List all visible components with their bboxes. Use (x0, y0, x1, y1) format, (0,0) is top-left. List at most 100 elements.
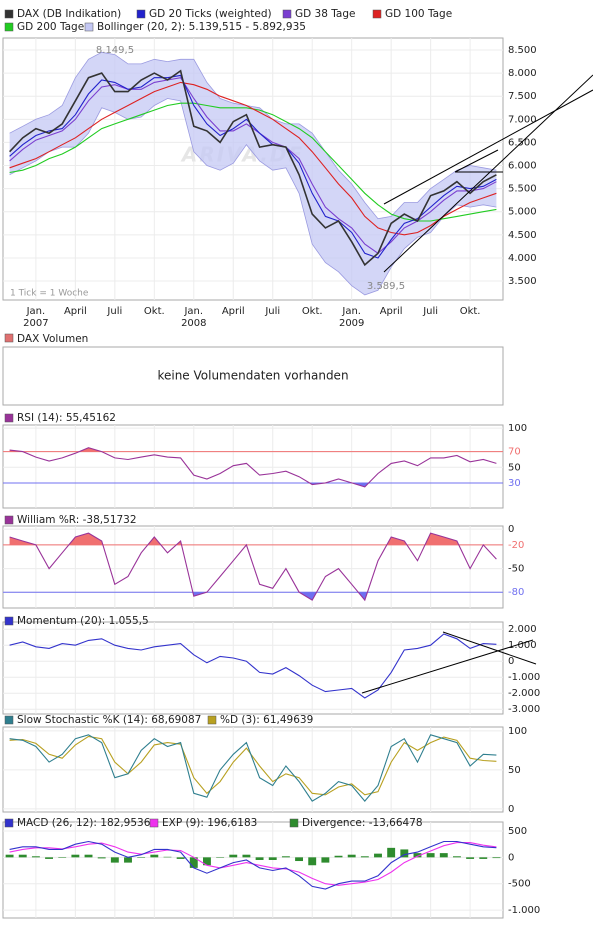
panel: 30 50 70 100 RSI (14): 55,45162 (2, 412, 527, 509)
legend-label: Bollinger (20, 2): 5.139,515 - 5.892,935 (97, 21, 306, 33)
legend-label: GD 38 Tage (295, 8, 356, 20)
x-tick-label: Okt. (302, 306, 323, 317)
x-tick-label: Jan. (183, 306, 203, 317)
bar (45, 857, 53, 859)
trend-line (383, 89, 593, 205)
panel: -80 -50 -20 0 William %R: -38,51732 (2, 514, 524, 609)
bar (176, 857, 185, 859)
series-line (9, 840, 497, 890)
trend-line (454, 149, 499, 173)
bar (163, 856, 172, 858)
legend-label: DAX (DB Indikation) (17, 8, 121, 20)
bar (387, 847, 396, 858)
bar (347, 854, 356, 858)
x-tick-label: April (380, 306, 403, 317)
bar (268, 857, 277, 860)
legend-swatch (207, 715, 217, 725)
bar (110, 857, 119, 863)
note: 1 Tick = 1 Woche (10, 289, 89, 299)
legend-swatch (372, 9, 382, 19)
bollinger-upper (9, 51, 497, 220)
series-line (9, 633, 497, 699)
volume-message: keine Volumendaten vorhanden (157, 369, 348, 383)
y-tick-label: 3.500 (508, 276, 537, 287)
legend-label: GD 20 Ticks (weighted) (149, 8, 272, 20)
y-tick-label: 7.000 (508, 114, 537, 125)
bar (71, 854, 80, 858)
bar (137, 857, 146, 858)
x-tick-label: April (222, 306, 245, 317)
series-line (9, 735, 497, 796)
bar (295, 857, 303, 862)
legend-label: RSI (14): 55,45162 (17, 412, 116, 424)
panel: 0 50 100 Slow Stochastic %K (14): 68,69087%… (2, 714, 527, 815)
y-tick-label: 6.500 (508, 137, 537, 148)
y-tick-label: 500 (508, 826, 527, 837)
legend-swatch (4, 22, 14, 32)
legend-swatch (4, 715, 14, 725)
legend-label: %D (3): 61,49639 (220, 714, 313, 726)
bar (97, 857, 106, 859)
series-line (9, 532, 497, 602)
legend-swatch (4, 818, 14, 828)
legend-swatch (282, 9, 292, 19)
x-tick-label: Juli (106, 306, 122, 317)
legend-label: EXP (9): 196,6183 (162, 817, 257, 829)
y-tick-label: 6.000 (508, 161, 537, 172)
legend-swatch (4, 9, 14, 19)
y-tick-label: -2.000 (508, 688, 540, 699)
y-tick-label: 4.500 (508, 230, 537, 241)
x-tick-label: Okt. (144, 306, 165, 317)
bar (360, 856, 369, 858)
x-tick-label: 2007 (23, 318, 48, 329)
bollinger-lower (9, 98, 497, 296)
bar (124, 857, 132, 863)
y-tick-label: 0 (508, 804, 514, 815)
legend-swatch (84, 22, 94, 32)
x-tick-label: Juli (264, 306, 280, 317)
legend-swatch (136, 9, 146, 19)
y-tick-label: 5.000 (508, 207, 537, 218)
bar (242, 854, 251, 858)
y-tick-label: -80 (508, 587, 524, 598)
bar (413, 853, 422, 858)
legend-label: Divergence: -13,66478 (302, 817, 423, 829)
bar (308, 857, 317, 866)
legend-swatch (289, 818, 299, 828)
series-line (9, 734, 497, 802)
y-tick-label: 5.500 (508, 184, 537, 195)
series-line (9, 447, 497, 488)
bar (84, 854, 93, 858)
series-line (9, 77, 497, 254)
y-tick-label: 2.000 (508, 624, 537, 635)
volume-panel: DAX Volumen keine Volumendaten vorhanden (2, 333, 504, 406)
legend-label: William %R: -38,51732 (17, 514, 137, 526)
y-tick-label: 1.000 (508, 640, 537, 651)
annotation: 8.149,5 (96, 45, 134, 56)
panel: -1.000 -500 0 500 MACD (26, 12): 182,9536 EXP… (2, 817, 540, 919)
panel: 3.500 4.000 4.500 5.000 5.500 6.000 6.500 7.000… (2, 8, 537, 329)
x-tick-label: 2008 (181, 318, 206, 329)
bar (18, 854, 27, 858)
legend-swatch (4, 413, 14, 423)
volume-title: DAX Volumen (17, 333, 88, 345)
trend-line (383, 74, 593, 273)
legend-swatch (4, 515, 14, 525)
reference-fill (9, 533, 497, 545)
y-tick-label: -3.000 (508, 704, 540, 715)
x-tick-label: Juli (422, 306, 438, 317)
y-tick-label: 7.500 (508, 91, 537, 102)
bar (58, 857, 67, 858)
bar (400, 849, 409, 858)
series-line (9, 69, 497, 267)
legend-label: GD 100 Tage (385, 8, 452, 20)
bar (189, 857, 198, 868)
x-tick-label: Jan. (341, 306, 361, 317)
bar (426, 853, 435, 858)
y-tick-label: 70 (508, 447, 521, 458)
legend-label: GD 200 Tage (17, 21, 84, 33)
bollinger-band (9, 52, 497, 295)
x-tick-label: Okt. (460, 306, 481, 317)
y-tick-label: 8.500 (508, 45, 537, 56)
